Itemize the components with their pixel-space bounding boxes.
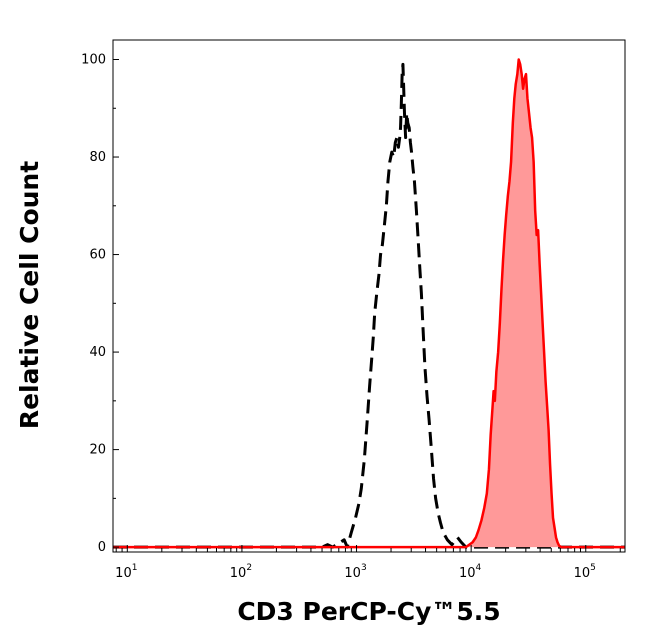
y-tick-label-100: 100 — [81, 53, 106, 68]
series-layer — [113, 58, 625, 549]
x-tick-label-10-4: 104 — [459, 563, 482, 581]
y-axis: 0 20 40 60 80 100 — [81, 53, 119, 555]
y-tick-label-60: 60 — [89, 248, 106, 263]
series-line-0 — [113, 62, 625, 549]
x-tick-label-10-5: 105 — [574, 563, 596, 581]
x-tick-label-10-2: 102 — [230, 563, 252, 581]
series-fill-1 — [113, 59, 625, 548]
y-tick-label-20: 20 — [89, 443, 106, 458]
series-line-1 — [113, 58, 625, 549]
x-tick-label-10-3: 103 — [344, 563, 366, 581]
y-tick-label-0: 0 — [98, 540, 106, 555]
x-axis: 101 102 103 104 105 — [115, 545, 621, 581]
x-axis-title: CD3 PerCP-Cy™5.5 — [237, 597, 500, 626]
y-tick-label-40: 40 — [89, 345, 106, 360]
x-tick-label-10-1: 101 — [115, 563, 137, 581]
y-tick-label-80: 80 — [89, 150, 106, 165]
plot-frame — [112, 39, 626, 553]
y-axis-title: Relative Cell Count — [15, 161, 44, 429]
